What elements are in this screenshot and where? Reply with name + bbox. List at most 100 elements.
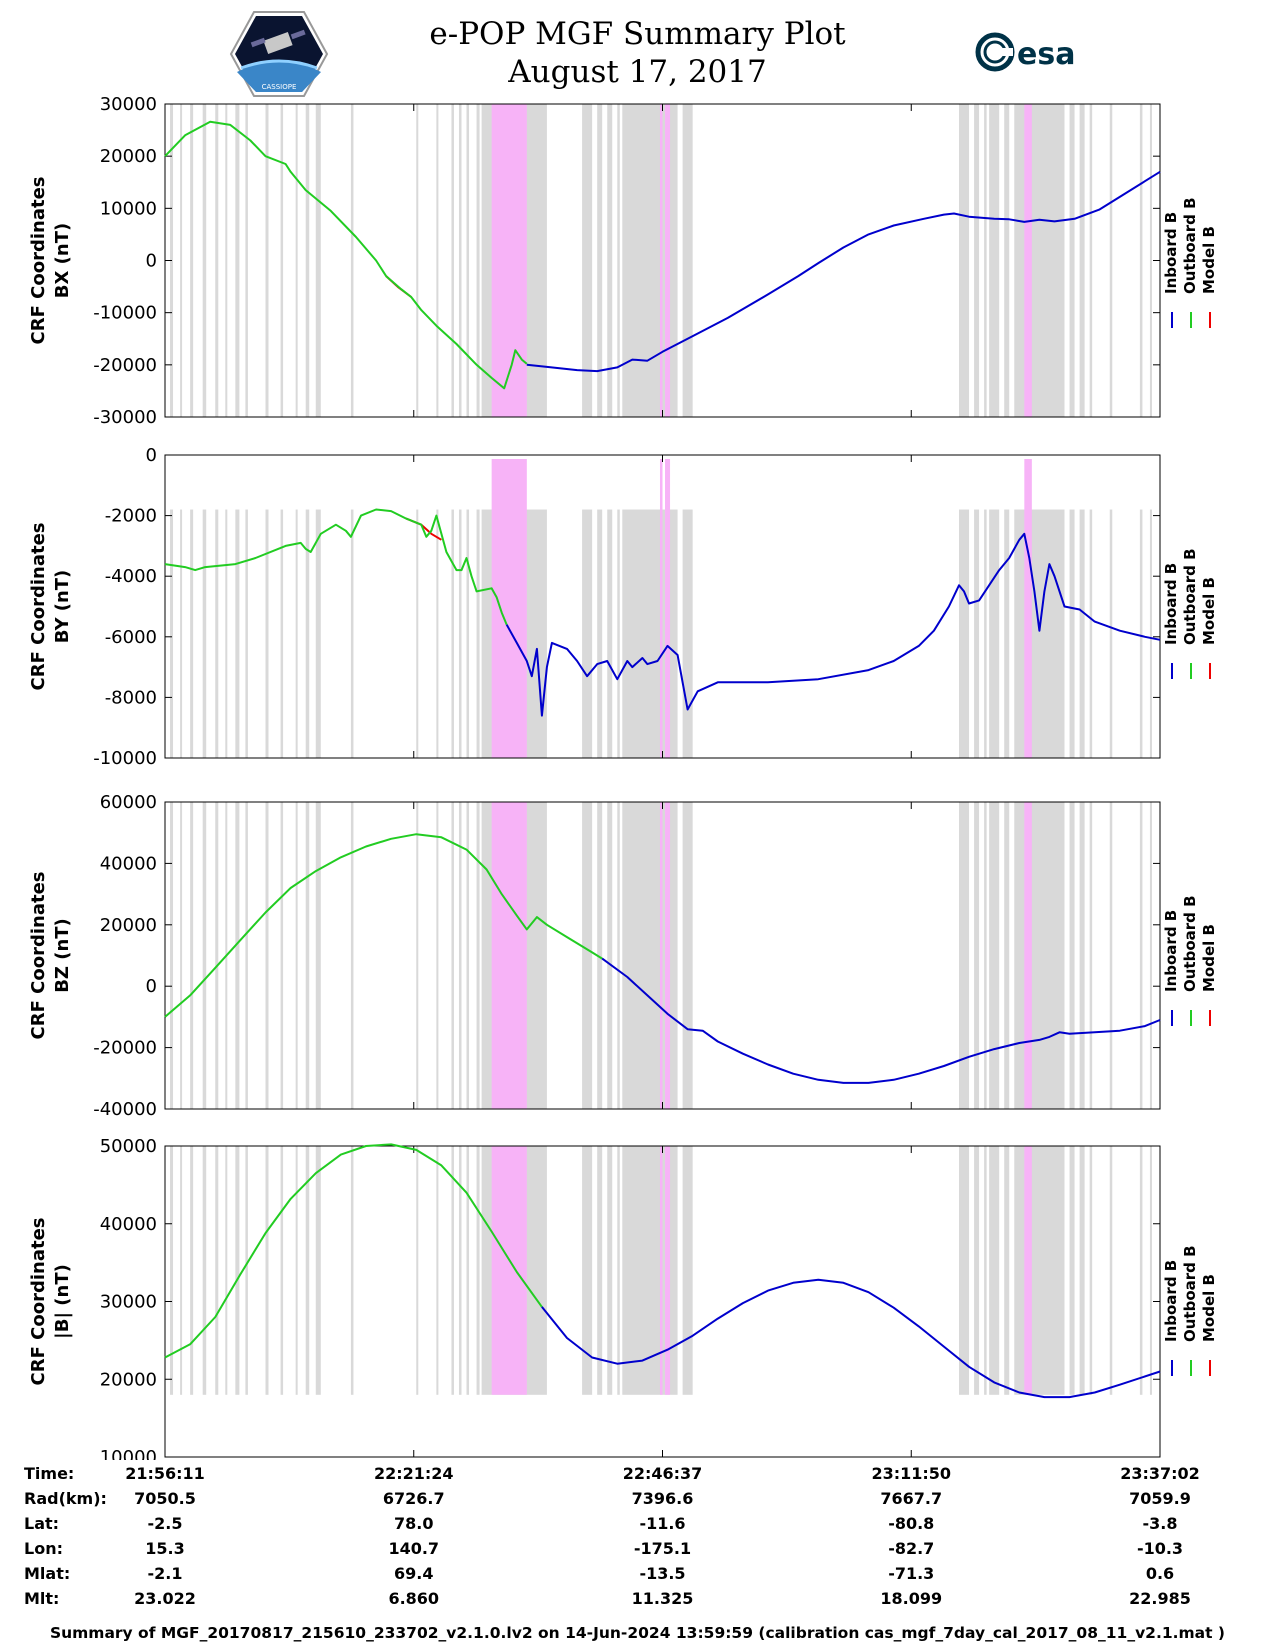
info-cell: -3.8 xyxy=(1142,1514,1178,1533)
data-gap-band xyxy=(180,1146,183,1395)
y-tick-label: 0 xyxy=(146,976,157,997)
y-tick-label: 0 xyxy=(146,445,157,466)
series-line-inboard-b xyxy=(601,957,1161,1084)
data-gap-band xyxy=(436,104,439,417)
series-line-outboard-b xyxy=(164,833,603,1018)
y-tick-label: 20000 xyxy=(100,915,157,936)
info-row-label: Lon: xyxy=(24,1539,63,1558)
data-gap-band xyxy=(305,509,310,758)
info-cell: 22.985 xyxy=(1129,1589,1191,1608)
data-gap-band xyxy=(989,1146,1000,1395)
esa-logo: esa xyxy=(975,30,1095,74)
info-cell: 78.0 xyxy=(394,1514,434,1533)
data-gap-band xyxy=(984,1146,987,1395)
data-gap-band xyxy=(1149,104,1152,417)
data-gap-band xyxy=(458,802,462,1109)
data-gap-band xyxy=(295,802,298,1109)
info-cell: -11.6 xyxy=(639,1514,686,1533)
flag-band xyxy=(665,802,671,1109)
legend-label: Outboard B xyxy=(1181,548,1199,645)
y-tick-label: 10000 xyxy=(100,198,157,219)
info-cell: 21:56:11 xyxy=(125,1464,205,1483)
svg-text:CASSIOPE: CASSIOPE xyxy=(262,83,297,91)
data-gap-band xyxy=(958,104,970,417)
data-gap-band xyxy=(265,1146,269,1395)
y-tick-label: -6000 xyxy=(105,627,157,648)
data-gap-band xyxy=(1079,1146,1085,1395)
data-gap-band xyxy=(1014,509,1065,758)
data-gap-band xyxy=(265,509,269,758)
data-gap-band xyxy=(1004,1146,1010,1395)
data-gap-band xyxy=(225,509,228,758)
data-gap-band xyxy=(476,509,480,758)
data-gap-band xyxy=(1079,802,1085,1109)
data-gap-band xyxy=(170,509,174,758)
flag-band xyxy=(1024,459,1032,758)
data-gap-band xyxy=(607,802,613,1109)
data-gap-band xyxy=(984,802,987,1109)
data-gap-band xyxy=(265,104,269,417)
data-gap-band xyxy=(436,802,439,1109)
data-gap-band xyxy=(458,1146,462,1395)
data-gap-band xyxy=(280,104,284,417)
legend-label: Outboard B xyxy=(1181,1245,1199,1342)
y-axis-label: BX (nT) xyxy=(52,223,73,298)
flag-band xyxy=(1024,104,1032,417)
info-cell: 22:46:37 xyxy=(622,1464,703,1483)
flag-band xyxy=(665,1146,671,1395)
data-gap-band xyxy=(1149,1146,1152,1395)
data-gap-band xyxy=(215,509,219,758)
data-gap-band xyxy=(416,802,419,1109)
info-row-label: Mlt: xyxy=(24,1589,60,1608)
y-axis-label: CRF Coordinates xyxy=(28,523,49,691)
data-gap-band xyxy=(476,104,480,417)
y-tick-label: -10000 xyxy=(93,303,157,324)
data-gap-band xyxy=(582,509,593,758)
data-gap-band xyxy=(607,1146,613,1395)
info-cell: 18.099 xyxy=(880,1589,943,1608)
data-gap-band xyxy=(476,1146,480,1395)
info-cell: 7059.9 xyxy=(1129,1489,1191,1508)
data-gap-band xyxy=(682,1146,693,1395)
flag-band xyxy=(665,104,671,417)
y-tick-label: -2000 xyxy=(105,506,157,527)
svg-text:esa: esa xyxy=(1017,37,1075,72)
y-tick-label: -30000 xyxy=(93,407,157,428)
y-tick-label: 20000 xyxy=(100,1369,157,1390)
data-gap-band xyxy=(190,802,194,1109)
data-gap-band xyxy=(466,509,470,758)
y-tick-label: -40000 xyxy=(93,1099,157,1120)
data-gap-band xyxy=(617,509,620,758)
data-gap-band xyxy=(202,104,207,417)
data-gap-band xyxy=(1109,1146,1113,1395)
data-gap-band xyxy=(451,802,454,1109)
flag-band xyxy=(1024,802,1032,1109)
series-line-outboard-b xyxy=(164,120,528,390)
y-tick-label: 40000 xyxy=(100,1214,157,1235)
data-gap-band xyxy=(436,509,439,758)
y-axis-label: CRF Coordinates xyxy=(28,177,49,345)
y-tick-label: 20000 xyxy=(100,146,157,167)
data-gap-band xyxy=(170,802,174,1109)
data-gap-band xyxy=(466,802,470,1109)
data-gap-band xyxy=(989,509,1000,758)
data-gap-band xyxy=(958,1146,970,1395)
data-gap-band xyxy=(350,509,354,758)
data-gap-band xyxy=(305,104,310,417)
flag-band xyxy=(659,1146,663,1395)
chart-title: e-POP MGF Summary Plot xyxy=(429,16,846,52)
data-gap-band xyxy=(1139,104,1143,417)
data-gap-band xyxy=(315,802,321,1109)
data-gap-band xyxy=(245,1146,248,1395)
data-gap-band xyxy=(190,1146,194,1395)
data-gap-band xyxy=(1139,802,1143,1109)
data-gap-band xyxy=(180,104,183,417)
footer-file-info: Summary of MGF_20170817_215610_233702_v2… xyxy=(49,1624,1226,1642)
series-line-outboard-b xyxy=(164,1143,543,1359)
info-row: Time: 21:56:11 22:21:24 22:46:37 23:11:50 23:… xyxy=(0,1464,1275,1486)
y-tick-label: -8000 xyxy=(105,687,157,708)
data-gap-band xyxy=(1109,104,1113,417)
data-gap-band xyxy=(1069,802,1075,1109)
data-gap-band xyxy=(597,1146,603,1395)
y-tick-label: 50000 xyxy=(100,1136,157,1157)
